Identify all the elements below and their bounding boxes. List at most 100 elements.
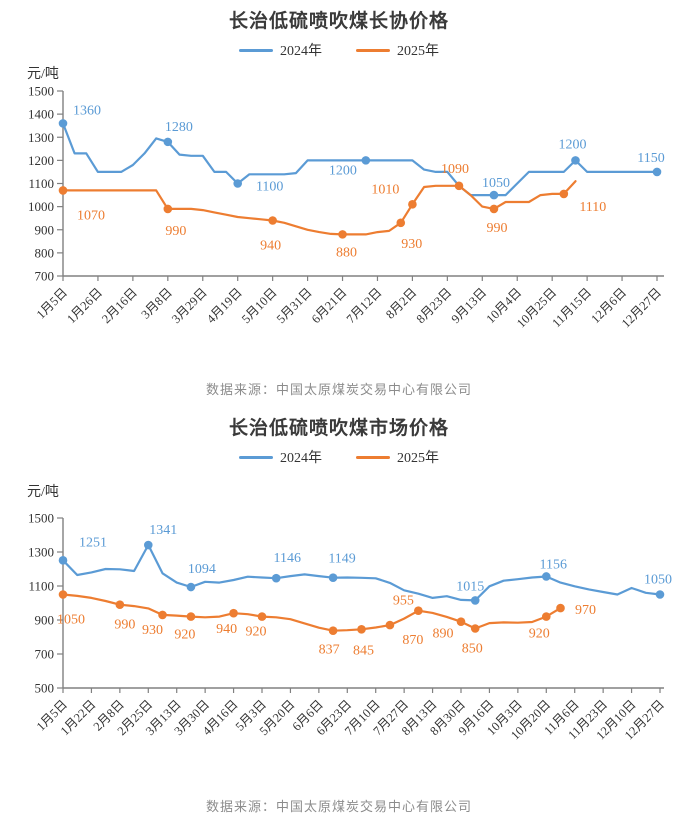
data-point-label: 1200 bbox=[329, 163, 357, 178]
data-point-marker bbox=[58, 119, 68, 128]
data-point-marker bbox=[186, 582, 196, 592]
y-tick-label: 900 bbox=[35, 222, 55, 237]
legend-swatch-2025 bbox=[356, 48, 390, 52]
data-point-marker bbox=[58, 556, 68, 565]
data-point-marker bbox=[257, 612, 267, 621]
data-point-label: 920 bbox=[529, 627, 550, 642]
series-line-2024年 bbox=[61, 543, 662, 602]
data-point-label: 1100 bbox=[256, 180, 283, 195]
legend-label-2024: 2024年 bbox=[280, 451, 322, 466]
data-point-marker bbox=[58, 590, 68, 599]
y-tick-label: 900 bbox=[35, 613, 55, 628]
data-point-marker bbox=[470, 596, 480, 605]
data-point-label: 1015 bbox=[456, 579, 484, 594]
data-point-marker bbox=[541, 612, 551, 621]
line-chart-market-price: 元/吨1500130011009007005001月5日1月22日2月8日2月2… bbox=[27, 484, 672, 742]
y-axis-unit: 元/吨 bbox=[27, 66, 59, 82]
x-tick-label: 1月26日 bbox=[64, 285, 105, 326]
data-source-market: 数据来源：中国太原煤炭交易中心有限公司 bbox=[205, 799, 472, 814]
data-point-label: 940 bbox=[216, 622, 237, 637]
x-tick-label: 5月10日 bbox=[239, 285, 280, 326]
y-tick-label: 1100 bbox=[28, 176, 54, 191]
data-point-label: 890 bbox=[433, 627, 454, 642]
data-point-label: 1149 bbox=[328, 552, 355, 567]
data-point-label: 920 bbox=[174, 628, 195, 643]
x-tick-label: 3月29日 bbox=[169, 285, 210, 326]
data-point-label: 1251 bbox=[79, 535, 107, 550]
data-point-marker bbox=[489, 204, 499, 214]
data-point-label: 990 bbox=[114, 618, 135, 633]
legend-item-2024: 2024年 bbox=[239, 447, 322, 467]
data-point-label: 940 bbox=[260, 239, 281, 254]
x-tick-label: 4月19日 bbox=[204, 285, 245, 326]
data-point-marker bbox=[338, 230, 347, 239]
data-point-label: 955 bbox=[393, 594, 414, 609]
y-tick-label: 1500 bbox=[28, 511, 54, 526]
y-tick-label: 800 bbox=[35, 245, 55, 260]
chart-legend-market: 2024年 2025年 bbox=[0, 447, 678, 467]
data-point-label: 930 bbox=[401, 237, 422, 252]
y-tick-label: 1400 bbox=[28, 107, 54, 122]
x-tick-label: 6月21日 bbox=[309, 285, 350, 326]
line-chart-contract-price: 元/吨1500140013001200110010009008007001月5日… bbox=[27, 66, 665, 330]
legend-swatch-2024 bbox=[239, 455, 273, 459]
series-line-2024年 bbox=[61, 122, 659, 197]
y-axis-unit: 元/吨 bbox=[27, 484, 59, 500]
data-point-marker bbox=[489, 190, 499, 200]
legend-item-2024: 2024年 bbox=[239, 40, 322, 60]
data-point-label: 1070 bbox=[77, 208, 105, 223]
data-point-marker bbox=[470, 624, 480, 633]
data-point-label: 1146 bbox=[273, 551, 300, 566]
data-point-label: 990 bbox=[165, 224, 186, 239]
legend-label-2024: 2024年 bbox=[280, 44, 322, 59]
data-point-label: 1050 bbox=[644, 573, 672, 588]
data-point-label: 845 bbox=[353, 643, 374, 658]
x-tick-label: 8月23日 bbox=[414, 285, 455, 326]
data-point-label: 920 bbox=[246, 625, 267, 640]
data-point-label: 990 bbox=[486, 221, 507, 236]
x-tick-label: 9月13日 bbox=[449, 285, 490, 326]
data-point-label: 1200 bbox=[558, 137, 586, 152]
data-source-contract: 数据来源：中国太原煤炭交易中心有限公司 bbox=[205, 382, 472, 397]
data-point-marker bbox=[361, 156, 371, 165]
data-point-marker bbox=[454, 181, 464, 191]
y-tick-label: 700 bbox=[35, 647, 55, 662]
data-point-label: 1094 bbox=[188, 562, 216, 577]
y-tick-label: 1300 bbox=[28, 545, 54, 560]
data-point-marker bbox=[58, 186, 68, 195]
data-point-marker bbox=[268, 216, 277, 225]
data-point-marker bbox=[655, 590, 665, 599]
x-tick-label: 7月12日 bbox=[344, 285, 385, 326]
data-point-marker bbox=[163, 137, 173, 147]
data-point-label: 870 bbox=[402, 633, 423, 648]
data-point-marker bbox=[456, 617, 466, 626]
data-point-marker bbox=[652, 167, 662, 177]
legend-item-2025: 2025年 bbox=[356, 40, 439, 60]
chart-title-market-price: 长治低硫喷吹煤市场价格 bbox=[228, 418, 449, 439]
data-point-label: 837 bbox=[319, 643, 340, 658]
y-tick-label: 500 bbox=[35, 681, 55, 696]
data-point-marker bbox=[414, 606, 423, 615]
data-point-marker bbox=[233, 179, 243, 188]
data-point-marker bbox=[385, 620, 395, 630]
data-point-label: 1050 bbox=[482, 176, 510, 191]
data-point-label: 930 bbox=[142, 623, 163, 638]
data-point-label: 880 bbox=[336, 245, 357, 260]
data-point-label: 970 bbox=[575, 603, 596, 618]
data-point-label: 850 bbox=[462, 642, 483, 657]
data-point-marker bbox=[408, 200, 417, 209]
y-tick-label: 1300 bbox=[28, 130, 54, 145]
data-point-marker bbox=[357, 625, 366, 634]
x-tick-label: 2月16日 bbox=[99, 285, 140, 326]
data-point-marker bbox=[559, 189, 569, 199]
data-point-marker bbox=[163, 204, 173, 214]
legend-swatch-2024 bbox=[239, 48, 273, 52]
data-point-label: 1360 bbox=[73, 103, 101, 118]
y-tick-label: 1000 bbox=[28, 199, 54, 214]
legend-label-2025: 2025年 bbox=[397, 451, 439, 466]
data-point-label: 1150 bbox=[637, 151, 664, 166]
y-tick-label: 1500 bbox=[28, 84, 54, 99]
data-point-label: 1090 bbox=[441, 162, 469, 177]
data-point-marker bbox=[328, 626, 338, 636]
